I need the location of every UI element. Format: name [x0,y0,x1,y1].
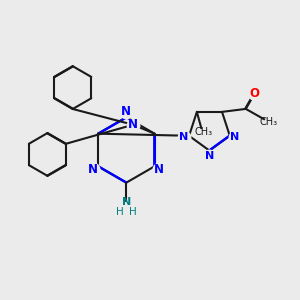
Text: N: N [88,163,98,176]
Text: CH₃: CH₃ [195,127,213,137]
Text: N: N [205,151,214,161]
Text: N: N [122,197,131,207]
Text: CH₃: CH₃ [260,117,278,127]
Text: N: N [121,106,131,118]
Text: N: N [179,133,189,142]
Text: N: N [154,163,164,176]
Text: O: O [250,87,260,100]
Text: H: H [129,206,136,217]
Text: N: N [230,133,239,142]
Text: N: N [128,118,138,131]
Text: H: H [116,206,124,217]
